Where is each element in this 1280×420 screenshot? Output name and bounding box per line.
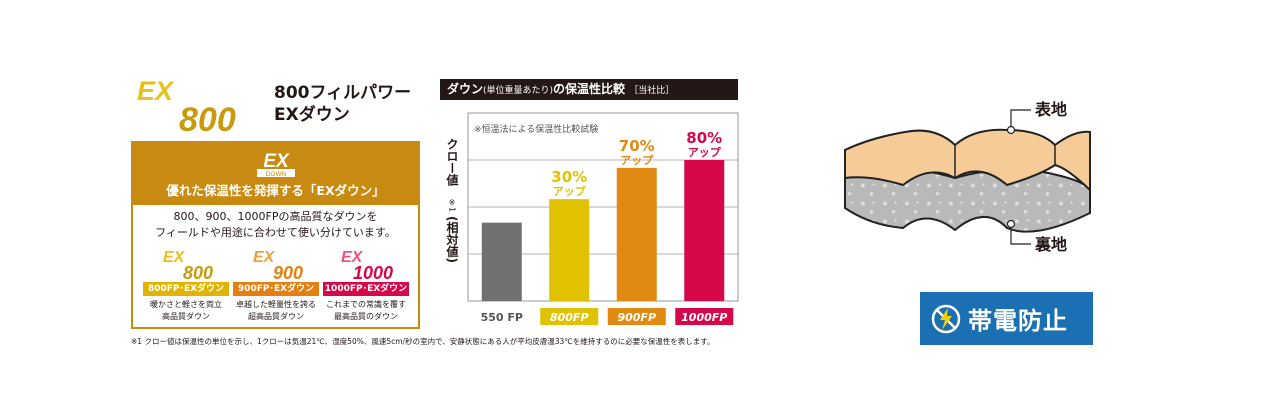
panel-header: EX DOWN 優れた保温性を発揮する「EXダウン」 xyxy=(133,143,418,205)
svg-text:DOWN: DOWN xyxy=(266,171,287,178)
outer-fabric-layer xyxy=(844,128,1091,193)
inner-pointer-line xyxy=(1010,228,1031,245)
product-name-line2: EXダウン xyxy=(274,105,350,125)
seam-lines xyxy=(954,145,1056,178)
grade-800: EX 800 800FP･EXダウン 暖かさと軽さを両立 高品質ダウン xyxy=(143,247,229,323)
grade-description: 暖かさと軽さを両立 高品質ダウン xyxy=(150,300,222,321)
svg-text:(相対値): (相対値) xyxy=(445,216,459,263)
grade-1000: EX 1000 1000FP･EXダウン これまでの常識を覆す 最高品質のダウン xyxy=(323,247,409,323)
bar-0 xyxy=(481,222,522,301)
x-tick-label: 1000FP xyxy=(681,311,727,324)
x-tick-label: 900FP xyxy=(617,311,656,324)
panel-desc-line2: フィールドや用途に合わせて使い分けています。 xyxy=(155,226,396,239)
outer-fabric-label: 表地 xyxy=(1034,100,1067,119)
fabric-cross-section-illustration: ✳ ✳ ✶ 表地 裏地 xyxy=(844,100,1091,254)
chart-note: ※恒温法による保温性比較試験 xyxy=(474,123,598,135)
antistatic-badge: 帯電防止 xyxy=(920,292,1093,345)
outer-pointer-line xyxy=(1010,109,1031,126)
panel-title: 優れた保温性を発揮する「EXダウン」 xyxy=(166,183,385,198)
chart-title: ダウン(単位重量あたり)の保温性比較 ［当社比］ xyxy=(440,79,738,100)
antistatic-label: 帯電防止 xyxy=(968,307,1068,335)
svg-text:EX: EX xyxy=(163,249,186,266)
svg-text:EX: EX xyxy=(263,151,290,172)
grade-label: 800FP･EXダウン xyxy=(143,282,229,296)
lightning-prohibited-icon xyxy=(931,304,961,333)
product-name-line1: 800フィルパワー xyxy=(274,83,412,103)
ex-down-badge: EX DOWN xyxy=(257,151,295,178)
svg-text:1000: 1000 xyxy=(353,263,393,281)
x-tick-label: 550 FP xyxy=(481,311,523,324)
bar-annotation-word: アップ xyxy=(688,145,722,159)
x-tick-badge xyxy=(675,308,734,325)
ex-800-logo: EX 800 xyxy=(137,76,236,134)
svg-text:800: 800 xyxy=(179,101,236,134)
bar-annotation-percent: 70% xyxy=(619,137,655,155)
outer-pointer-dot xyxy=(1006,125,1016,135)
bar-3 xyxy=(684,160,725,301)
ex-1000-grade-logo: EX 1000 xyxy=(341,249,393,281)
inner-pointer-dot xyxy=(1006,219,1016,229)
grade-label: 900FP･EXダウン xyxy=(233,282,319,296)
bar-1 xyxy=(549,199,590,301)
ex-900-grade-logo: EX 900 xyxy=(253,249,303,281)
ex-down-panel: EX DOWN 優れた保温性を発揮する「EXダウン」 800、900、1000F… xyxy=(131,141,420,329)
y-axis-label: クロー値 ※1 (相対値) xyxy=(445,138,459,263)
svg-text:EX: EX xyxy=(253,249,276,266)
svg-text:※1: ※1 xyxy=(448,198,457,212)
svg-text:クロー値: クロー値 xyxy=(445,138,459,187)
panel-description: 800、900、1000FPの高品質なダウンを フィールドや用途に合わせて使い分… xyxy=(133,209,418,241)
footnote: ※1 クロー値は保温性の単位を示し、1クローは気温21℃、湿度50%、風速5cm… xyxy=(131,337,715,346)
grade-description: 卓越した軽量性を誇る 超高品質ダウン xyxy=(236,300,316,321)
grade-900: EX 900 900FP･EXダウン 卓越した軽量性を誇る 超高品質ダウン xyxy=(233,247,319,323)
svg-text:900: 900 xyxy=(273,263,303,281)
bar-2 xyxy=(616,167,657,301)
svg-text:EX: EX xyxy=(137,76,175,106)
product-name: 800フィルパワー EXダウン xyxy=(274,82,411,126)
svg-text:800: 800 xyxy=(183,263,213,281)
panel-desc-line1: 800、900、1000FPの高品質なダウンを xyxy=(173,210,378,223)
grade-description: これまでの常識を覆す 最高品質のダウン xyxy=(326,300,406,321)
x-tick-label: 800FP xyxy=(550,311,589,324)
bar-annotation-word: アップ xyxy=(553,184,587,198)
x-tick-badge xyxy=(607,308,666,325)
bar-annotation-percent: 30% xyxy=(551,168,587,186)
inner-fabric-label: 裏地 xyxy=(1034,235,1067,254)
bar-annotation-percent: 80% xyxy=(686,129,722,147)
svg-text:EX: EX xyxy=(341,249,364,266)
warmth-comparison-chart: クロー値 ※1 (相対値) ※恒温法による保温性比較試験 30%アップ70%アッ… xyxy=(445,112,739,325)
bar-annotation-word: アップ xyxy=(620,153,654,167)
x-tick-badge xyxy=(540,308,599,325)
grade-label: 1000FP･EXダウン xyxy=(323,282,409,296)
ex-800-grade-logo: EX 800 xyxy=(163,249,213,281)
